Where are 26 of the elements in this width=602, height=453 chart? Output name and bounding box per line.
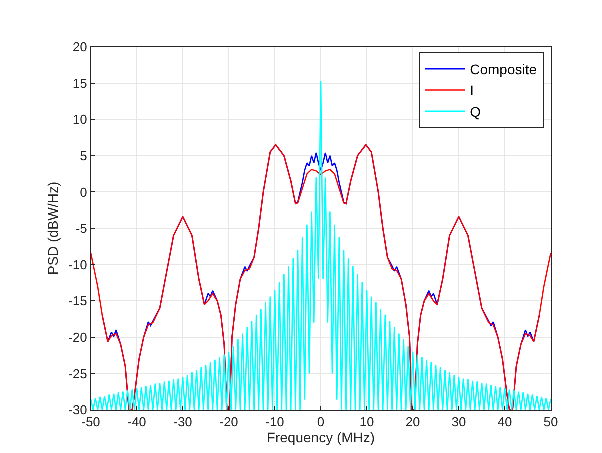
- y-tick-label: -10: [68, 257, 88, 272]
- x-tick-label: 0: [317, 414, 325, 430]
- y-tick-label: 0: [80, 184, 88, 200]
- y-tick-label: -5: [76, 221, 88, 236]
- y-axis-title: PSD (dBW/Hz): [45, 182, 62, 276]
- legend-label: Q: [470, 104, 482, 120]
- y-tick-label: 10: [72, 112, 88, 128]
- x-tick-label: -30: [174, 414, 192, 430]
- legend-label: Composite: [470, 62, 538, 78]
- y-tick-label: -15: [68, 294, 88, 309]
- y-tick-label: 5: [80, 148, 88, 164]
- y-tick-label: 20: [72, 40, 88, 55]
- x-tick-label: 10: [360, 414, 374, 430]
- x-tick-label: -40: [128, 414, 146, 430]
- y-tick-label: -20: [68, 330, 88, 345]
- x-tick-label: 40: [498, 414, 512, 430]
- x-axis-title: Frequency (MHz): [266, 430, 376, 446]
- y-tick-label: -25: [68, 366, 88, 382]
- x-tick-label: -20: [220, 414, 238, 430]
- x-tick-label: 20: [406, 414, 420, 430]
- y-tick-label: 15: [72, 76, 88, 91]
- legend-label: I: [470, 82, 474, 99]
- line-series: [91, 80, 551, 410]
- x-tick-label: 30: [452, 414, 466, 430]
- x-tick-label: 50: [544, 414, 558, 430]
- x-tick-label: -10: [266, 414, 284, 430]
